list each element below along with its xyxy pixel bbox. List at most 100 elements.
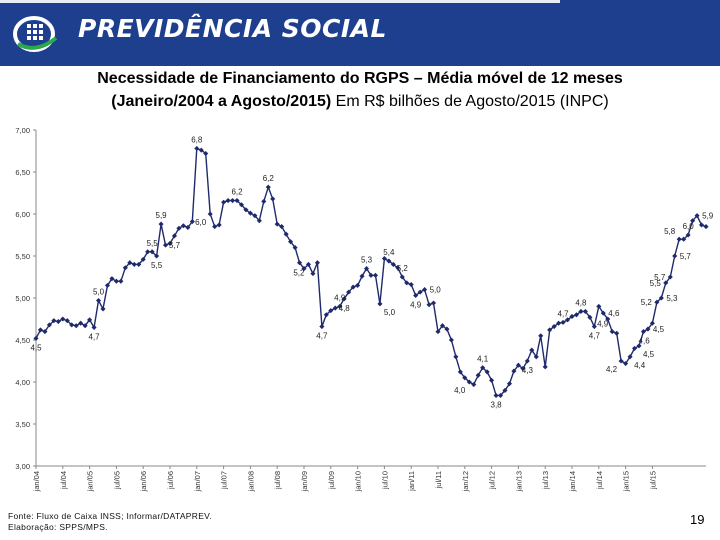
data-label: 4,8 [339,304,351,313]
data-point [234,198,240,204]
y-tick-label: 5,00 [15,294,30,303]
data-label: 4,7 [316,332,328,341]
data-point [453,354,459,360]
data-point [55,318,61,325]
x-tick-label: jul/10 [380,471,389,490]
y-tick-label: 6,00 [15,210,30,219]
data-point [703,224,709,230]
data-point [372,272,379,278]
data-label: 4,6 [608,309,620,318]
data-point [377,301,383,307]
y-tick-label: 7,00 [15,126,30,135]
data-point [243,207,249,213]
x-tick-label: jan/06 [139,471,148,492]
series-path [35,147,707,397]
data-point [212,224,218,230]
data-point [408,282,414,288]
x-tick-label: jan/04 [32,471,41,492]
data-point [609,329,615,335]
data-label: 5,8 [664,227,676,236]
data-point [489,377,495,383]
data-point [404,280,410,286]
data-point [158,221,164,227]
data-label: 5,3 [361,256,373,265]
data-label: 4,7 [89,332,101,341]
data-point [118,278,124,284]
data-point [685,232,691,238]
data-point [221,199,227,205]
data-label: 5,5 [147,239,159,248]
data-point [100,306,106,312]
data-point [247,210,253,216]
data-labels: 4,5 5,0 4,7 5,5 5,5 5,9 5,7 6,8 6,0 6,2 6,2 5,2 4,7 4… [30,135,713,409]
data-point [189,219,195,225]
y-tick-label: 5,50 [15,252,30,261]
data-label: 4,5 [30,343,42,352]
elaboration-note: Elaboração: SPPS/MPS. [8,522,108,532]
data-point [310,271,316,277]
x-tick-label: jul/09 [327,471,336,490]
data-point [538,333,544,339]
data-point [614,330,620,336]
data-point [185,224,191,230]
data-point [506,381,513,387]
y-tick-label: 4,00 [15,378,30,387]
data-label: 5,7 [680,252,692,261]
data-point [78,320,84,326]
brand-name: PREVIDÊNCIA SOCIAL [78,14,387,43]
data-label: 4,9 [334,293,346,302]
data-label: 4,7 [558,309,570,318]
data-point [131,261,137,267]
x-tick-label: jul/12 [488,471,497,490]
x-tick-label: jan/09 [300,471,309,492]
data-label: 4,0 [454,386,466,395]
data-point [207,211,213,217]
x-tick-label: jul/14 [595,471,604,490]
x-tick-label: jan/15 [622,471,631,492]
data-label: 5,2 [397,264,409,273]
x-tick-label: jan/05 [86,471,95,492]
data-label: 5,0 [93,288,105,297]
x-tick-label: jul/13 [541,471,550,490]
x-tick-label: jan/12 [461,471,470,492]
data-label: 6,0 [195,218,207,227]
x-tick-label: jan/11 [407,471,416,492]
data-point [270,196,276,202]
data-point [596,303,602,309]
data-point [314,260,320,266]
data-label: 5,9 [156,211,168,220]
data-point [154,253,160,259]
data-point [631,345,638,351]
y-tick-label: 4,50 [15,336,30,345]
data-point [600,310,606,316]
chart-subtitle: (Janeiro/2004 a Agosto/2015) Em R$ bilhõ… [0,93,720,111]
x-tick-label: jul/08 [273,471,282,490]
data-point [448,337,454,343]
data-label: 3,8 [491,400,503,409]
data-point [127,260,133,266]
x-tick-label: jul/06 [166,471,175,490]
data-point [355,282,361,288]
chart-axes: 3,00 3,50 4,00 4,50 5,00 5,50 6,00 6,50 7,00 jan/… [15,126,706,492]
data-point [502,387,508,393]
data-label: 5,9 [702,212,714,221]
series-line [35,147,707,397]
data-label: 5,2 [293,268,305,277]
data-label: 4,7 [589,332,601,341]
y-tick-label: 6,50 [15,168,30,177]
chart-units: Em R$ bilhões de Agosto/2015 (INPC) [331,93,609,110]
data-label: 4,6 [639,336,651,345]
data-point [359,273,365,279]
data-label: 4,2 [606,365,618,374]
data-point [265,184,271,190]
data-point [417,289,423,295]
y-tick-label: 3,00 [15,462,30,471]
data-point [466,379,472,385]
x-tick-label: jul/05 [112,471,121,490]
data-label: 5,5 [650,279,662,288]
y-tick-label: 3,50 [15,420,30,429]
x-tick-label: jan/08 [246,471,255,492]
data-label: 4,5 [643,350,655,359]
data-label: 6,8 [191,135,203,144]
data-point [698,222,705,228]
